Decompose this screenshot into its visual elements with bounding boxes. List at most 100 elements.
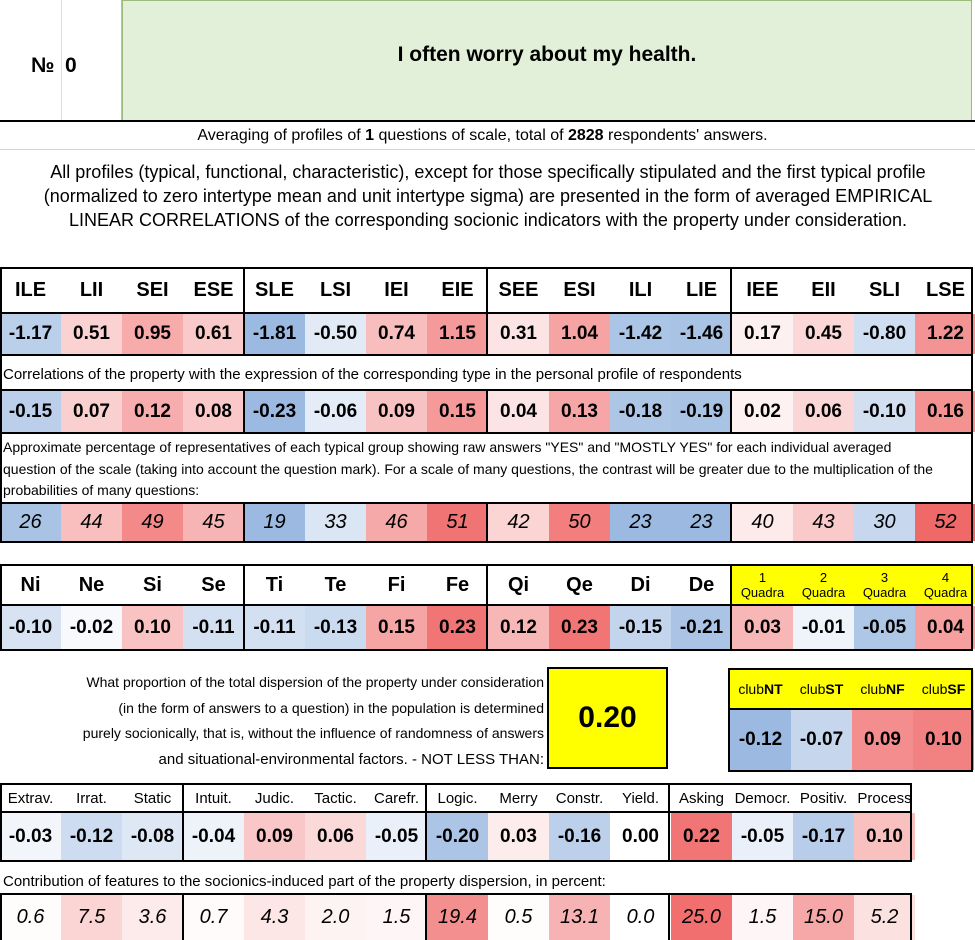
type-correlation-value: 0.09: [366, 391, 427, 432]
question-title: I often worry about my health.: [122, 0, 972, 121]
feature-value: 0.10: [854, 813, 915, 860]
feature-value: -0.03: [0, 813, 61, 860]
feature-contribution: 2.0: [305, 895, 366, 940]
type-correlation-value: 0.08: [183, 391, 244, 432]
type-correlation-value: 0.16: [915, 391, 975, 432]
type-normalized-value: -1.17: [0, 314, 61, 354]
function-label: De: [688, 573, 715, 596]
type-percent-value: 33: [305, 504, 366, 541]
quadra-label: 4 Quadra: [915, 566, 975, 604]
type-label: LSI: [319, 279, 352, 301]
type-label: EII: [811, 279, 836, 301]
type-correlation-value: -0.06: [305, 391, 366, 432]
function-value: -0.13: [305, 606, 366, 649]
feature-value: -0.08: [122, 813, 183, 860]
feature-value: -0.12: [61, 813, 122, 860]
feature-contribution: 13.1: [549, 895, 610, 940]
type-percent-value: 51: [427, 504, 488, 541]
type-label: ESI: [563, 279, 596, 301]
dispersion-value: 0.20: [547, 667, 668, 769]
feature-label: Static: [133, 789, 172, 807]
type-percent-value: 26: [0, 504, 61, 541]
type-label: LIE: [685, 279, 718, 301]
feature-label: Asking: [678, 789, 725, 807]
feature-label: Judic.: [254, 789, 295, 807]
feature-label: Merry: [499, 789, 538, 807]
feature-contribution: 19.4: [427, 895, 488, 940]
type-percent-value: 45: [183, 504, 244, 541]
feature-label: Democr.: [734, 789, 791, 807]
type-correlation-value: -0.10: [854, 391, 915, 432]
feature-contribution: 0.6: [0, 895, 61, 940]
type-percent-value: 49: [122, 504, 183, 541]
club-label: club NF: [852, 670, 913, 708]
club-label: club ST: [791, 670, 852, 708]
feature-value: -0.16: [549, 813, 610, 860]
correlations-caption: Correlations of the property with the ex…: [3, 366, 742, 383]
type-normalized-value: 0.61: [183, 314, 244, 354]
function-value: -0.11: [183, 606, 244, 649]
type-label: IEE: [746, 279, 779, 301]
function-value: -0.15: [610, 606, 671, 649]
feature-label: Process: [857, 789, 912, 807]
function-value: -0.10: [0, 606, 61, 649]
feature-value: 0.00: [610, 813, 671, 860]
type-normalized-value: 1.15: [427, 314, 488, 354]
function-label: Ti: [265, 573, 284, 596]
type-label: ILE: [14, 279, 47, 301]
feature-label: Carefr.: [373, 789, 419, 807]
type-percent-value: 40: [732, 504, 793, 541]
type-label: LSE: [926, 279, 965, 301]
feature-contribution: 0.0: [610, 895, 671, 940]
type-percent-value: 42: [488, 504, 549, 541]
feature-contribution: 15.0: [793, 895, 854, 940]
feature-value: -0.17: [793, 813, 854, 860]
club-value: -0.12: [730, 710, 791, 770]
type-normalized-value: 0.74: [366, 314, 427, 354]
type-correlation-value: 0.02: [732, 391, 793, 432]
type-normalized-value: -0.80: [854, 314, 915, 354]
type-correlation-value: 0.06: [793, 391, 854, 432]
type-correlation-value: 0.04: [488, 391, 549, 432]
quadra-label: 1 Quadra: [732, 566, 793, 604]
dispersion-text: What proportion of the total dispersion …: [82, 674, 544, 768]
function-label: Ne: [78, 573, 105, 596]
feature-label: Constr.: [555, 789, 604, 807]
function-label: Qi: [507, 573, 530, 596]
function-value: 0.23: [549, 606, 610, 649]
feature-label: Intuit.: [195, 789, 232, 807]
feature-value: -0.05: [732, 813, 793, 860]
type-percent-value: 52: [915, 504, 975, 541]
function-label: Fe: [445, 573, 470, 596]
club-label: club SF: [913, 670, 974, 708]
feature-contribution: 25.0: [671, 895, 732, 940]
quadra-value: 0.03: [732, 606, 793, 649]
type-normalized-value: -0.50: [305, 314, 366, 354]
function-value: 0.12: [488, 606, 549, 649]
feature-contribution: 5.2: [854, 895, 915, 940]
club-label: club NT: [730, 670, 791, 708]
feature-contribution: 4.3: [244, 895, 305, 940]
quadra-value: -0.05: [854, 606, 915, 649]
feature-label: Yield.: [622, 789, 659, 807]
number-value: 0: [65, 54, 77, 77]
type-percent-value: 30: [854, 504, 915, 541]
type-percent-value: 19: [244, 504, 305, 541]
feature-value: 0.03: [488, 813, 549, 860]
function-value: -0.11: [244, 606, 305, 649]
type-normalized-value: 0.51: [61, 314, 122, 354]
type-percent-value: 46: [366, 504, 427, 541]
type-normalized-value: 0.17: [732, 314, 793, 354]
type-label: SLE: [255, 279, 294, 301]
function-label: Qe: [566, 573, 593, 596]
type-correlation-value: 0.12: [122, 391, 183, 432]
type-normalized-value: 1.04: [549, 314, 610, 354]
description-text: All profiles (typical, functional, chara…: [43, 162, 933, 230]
function-label: Si: [143, 573, 162, 596]
quadra-label: 2 Quadra: [793, 566, 854, 604]
number-label: №: [31, 54, 55, 77]
type-label: ESE: [193, 279, 234, 301]
type-percent-value: 23: [671, 504, 732, 541]
type-correlation-value: 0.15: [427, 391, 488, 432]
feature-label: Extrav.: [7, 789, 54, 807]
